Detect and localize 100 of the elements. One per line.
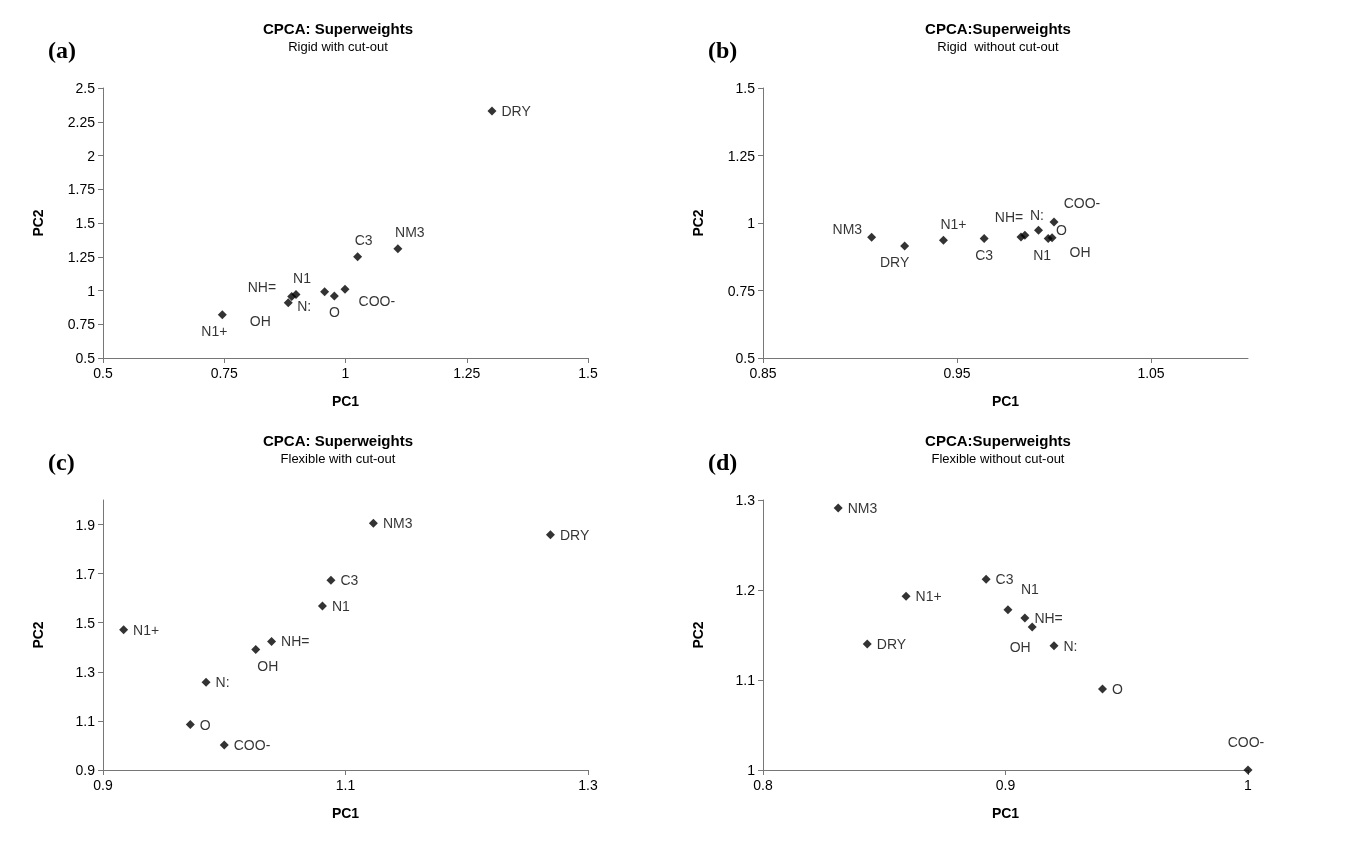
point bbox=[900, 241, 910, 251]
data-label: N1 bbox=[331, 598, 351, 615]
point bbox=[320, 287, 330, 297]
x-axis-title: PC1 bbox=[991, 393, 1020, 409]
point bbox=[267, 636, 277, 646]
data-label: OH bbox=[257, 657, 279, 674]
point bbox=[287, 292, 297, 302]
chart-title: CPCA:Superweights bbox=[925, 20, 1071, 37]
data-label: NM3 bbox=[847, 500, 878, 517]
x-tick-label: 1.25 bbox=[453, 365, 481, 381]
data-label: O bbox=[1055, 222, 1067, 239]
point bbox=[487, 106, 497, 116]
x-axis-title: PC1 bbox=[331, 393, 360, 409]
x-tick-label: 0.95 bbox=[943, 365, 971, 381]
data-label: DRY bbox=[501, 102, 532, 119]
x-tick-label: 1.05 bbox=[1137, 365, 1165, 381]
y-axis-title: PC2 bbox=[30, 209, 46, 237]
point bbox=[368, 518, 378, 528]
chart-title: CPCA:Superweights bbox=[925, 432, 1071, 449]
data-label: N: bbox=[215, 674, 230, 691]
point bbox=[1047, 233, 1057, 243]
data-label: DRY bbox=[879, 254, 910, 271]
y-axis-title: PC2 bbox=[690, 209, 706, 237]
point bbox=[1049, 217, 1059, 227]
data-label: N1 bbox=[1033, 246, 1052, 263]
data-label: O bbox=[199, 716, 211, 733]
point bbox=[979, 233, 989, 243]
point bbox=[185, 720, 195, 730]
x-tick-label: 1 bbox=[341, 365, 350, 381]
x-axis-title: PC1 bbox=[331, 805, 360, 821]
data-label: O bbox=[328, 304, 340, 321]
y-axis-title: PC2 bbox=[690, 621, 706, 649]
y-tick-label: 1 bbox=[87, 282, 96, 299]
text: (c) bbox=[48, 449, 75, 475]
y-tick-label: 0.5 bbox=[75, 350, 96, 366]
point bbox=[393, 244, 403, 254]
data-label: NM3 bbox=[832, 221, 863, 238]
y-tick-label: 0.75 bbox=[727, 282, 756, 299]
point bbox=[217, 310, 227, 320]
data-label: COO- bbox=[1063, 195, 1101, 212]
data-label: N1+ bbox=[133, 621, 160, 638]
chart-subtitle: Flexible with cut-out bbox=[280, 451, 396, 466]
data-label: N: bbox=[1029, 206, 1044, 223]
point bbox=[938, 235, 948, 245]
data-label: N: bbox=[297, 297, 312, 314]
data-label: C3 bbox=[354, 232, 373, 249]
data-label: DRY bbox=[876, 636, 907, 652]
point bbox=[219, 740, 229, 750]
point bbox=[1027, 622, 1037, 632]
y-axis-title: PC2 bbox=[30, 621, 46, 649]
data-label: N1 bbox=[293, 270, 312, 287]
data-label: OH bbox=[1009, 639, 1031, 656]
chart-title: CPCA: Superweights bbox=[262, 432, 414, 449]
y-tick-label: 0.9 bbox=[75, 762, 96, 778]
data-label: COO- bbox=[358, 293, 396, 310]
x-axis-title: PC1 bbox=[991, 805, 1020, 821]
chart-subtitle: Rigid with cut-out bbox=[288, 39, 389, 54]
x-tick-label: 1.1 bbox=[335, 777, 356, 793]
point bbox=[1020, 230, 1030, 240]
y-tick-label: 1.7 bbox=[75, 565, 96, 582]
point bbox=[1020, 613, 1030, 623]
point bbox=[251, 644, 261, 654]
text: (a) bbox=[48, 37, 76, 63]
data-label: C3 bbox=[975, 246, 994, 263]
y-tick-label: 1.1 bbox=[75, 712, 96, 729]
data-label: C3 bbox=[340, 572, 359, 589]
y-tick-label: 1.5 bbox=[75, 614, 96, 631]
y-tick-label: 1 bbox=[747, 762, 756, 778]
text: (b) bbox=[708, 37, 738, 63]
y-tick-label: 1.3 bbox=[735, 492, 756, 508]
point bbox=[329, 291, 339, 301]
chart-subtitle: Flexible without cut-out bbox=[931, 451, 1065, 466]
point bbox=[981, 574, 991, 584]
data-label: NH= bbox=[994, 208, 1024, 225]
y-tick-label: 2.25 bbox=[67, 113, 96, 130]
data-label: O bbox=[1112, 681, 1123, 697]
y-tick-label: 1.25 bbox=[727, 147, 756, 164]
y-tick-label: 2.5 bbox=[75, 80, 96, 96]
data-label: N1+ bbox=[915, 588, 942, 605]
point bbox=[1033, 225, 1043, 235]
data-label: N1 bbox=[1020, 581, 1040, 598]
point bbox=[340, 284, 350, 294]
data-label: NH= bbox=[247, 278, 277, 295]
data-label: C3 bbox=[995, 571, 1014, 588]
y-tick-label: 1 bbox=[747, 215, 756, 231]
y-tick-label: 1.2 bbox=[735, 582, 756, 598]
data-label: OH bbox=[249, 312, 271, 329]
x-tick-label: 0.9 bbox=[995, 777, 1016, 793]
y-tick-label: 1.5 bbox=[75, 215, 96, 231]
point bbox=[326, 575, 336, 585]
point bbox=[867, 232, 877, 242]
data-label: DRY bbox=[559, 526, 590, 543]
x-tick-label: 0.85 bbox=[749, 365, 777, 381]
y-tick-label: 2 bbox=[87, 147, 96, 164]
y-tick-label: 1.25 bbox=[67, 248, 96, 265]
point bbox=[1098, 684, 1107, 694]
x-tick-label: 1.3 bbox=[578, 777, 598, 793]
data-label: N1+ bbox=[940, 215, 967, 232]
point bbox=[201, 677, 211, 687]
x-tick-label: 1.5 bbox=[578, 365, 598, 381]
